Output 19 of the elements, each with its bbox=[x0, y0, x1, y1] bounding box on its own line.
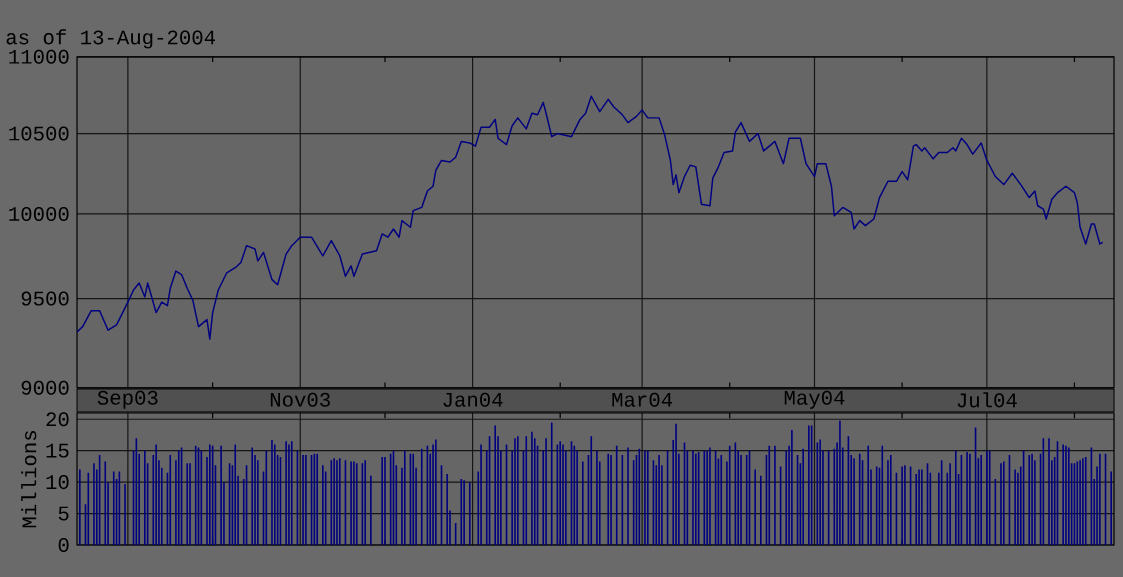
y-tick-label: 9500 bbox=[21, 291, 69, 306]
y-tick-label: 11000 bbox=[9, 49, 69, 64]
y-axis-title: Millions bbox=[21, 431, 37, 528]
y-tick-label: 20 bbox=[46, 412, 69, 427]
x-tick-label: May04 bbox=[784, 390, 845, 409]
y-tick-label: 10 bbox=[46, 475, 69, 490]
x-tick-label: Sep03 bbox=[97, 390, 158, 409]
y-tick-label: 5 bbox=[58, 506, 69, 521]
y-tick-label: 10000 bbox=[9, 206, 69, 221]
y-tick-label: 10500 bbox=[9, 126, 69, 141]
y-tick-label: 15 bbox=[46, 443, 69, 458]
y-tick-label: 0 bbox=[58, 537, 69, 553]
y-tick-label: 9000 bbox=[21, 380, 69, 395]
x-tick-label: Nov03 bbox=[270, 392, 330, 407]
x-tick-label: Jul04 bbox=[957, 392, 1017, 408]
line-series bbox=[77, 95, 1104, 340]
x-tick-label: Jan04 bbox=[443, 392, 503, 407]
chart-subtitle: as of 13-Aug-2004 bbox=[6, 29, 216, 49]
x-tick-label: Mar04 bbox=[612, 392, 673, 407]
